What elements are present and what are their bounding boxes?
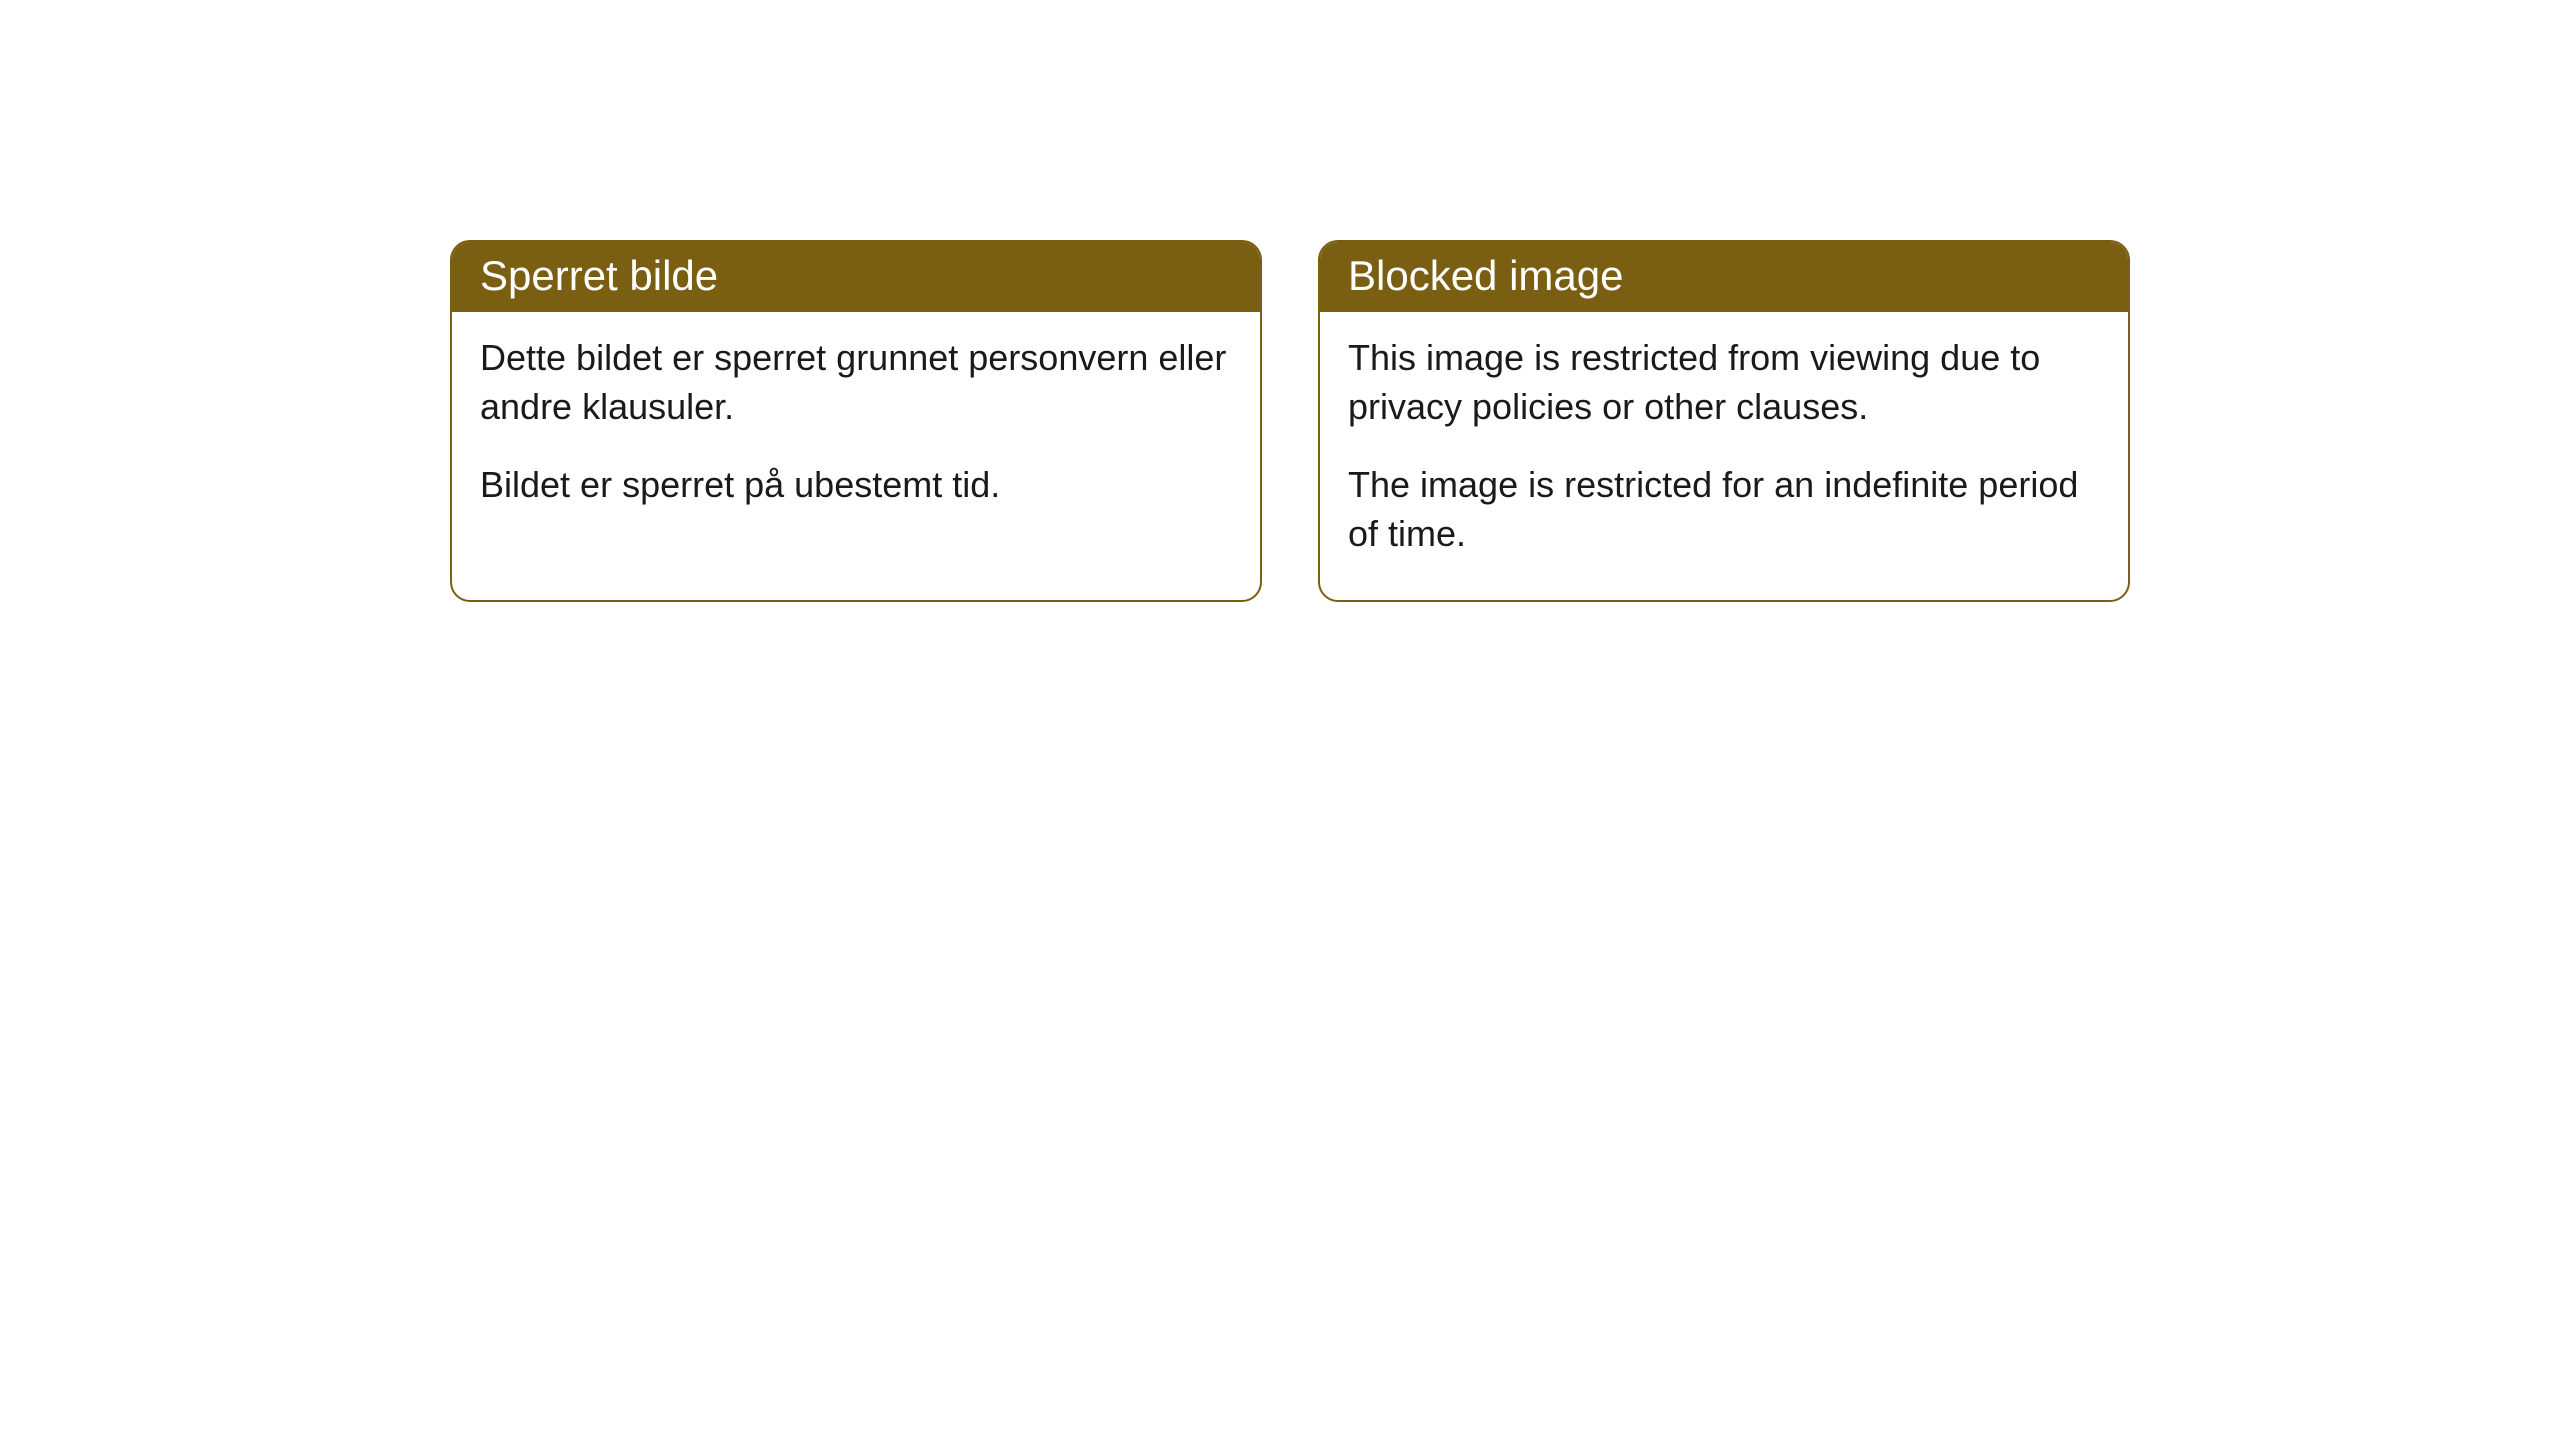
card-title-english: Blocked image <box>1348 252 1623 299</box>
card-body-english: This image is restricted from viewing du… <box>1320 312 2128 600</box>
card-title-norwegian: Sperret bilde <box>480 252 718 299</box>
card-header-norwegian: Sperret bilde <box>452 242 1260 312</box>
card-header-english: Blocked image <box>1320 242 2128 312</box>
card-paragraph-2-english: The image is restricted for an indefinit… <box>1348 461 2100 558</box>
notice-cards-container: Sperret bilde Dette bildet er sperret gr… <box>450 240 2130 602</box>
blocked-image-card-norwegian: Sperret bilde Dette bildet er sperret gr… <box>450 240 1262 602</box>
card-paragraph-1-english: This image is restricted from viewing du… <box>1348 334 2100 431</box>
card-paragraph-1-norwegian: Dette bildet er sperret grunnet personve… <box>480 334 1232 431</box>
blocked-image-card-english: Blocked image This image is restricted f… <box>1318 240 2130 602</box>
card-body-norwegian: Dette bildet er sperret grunnet personve… <box>452 312 1260 552</box>
card-paragraph-2-norwegian: Bildet er sperret på ubestemt tid. <box>480 461 1232 510</box>
